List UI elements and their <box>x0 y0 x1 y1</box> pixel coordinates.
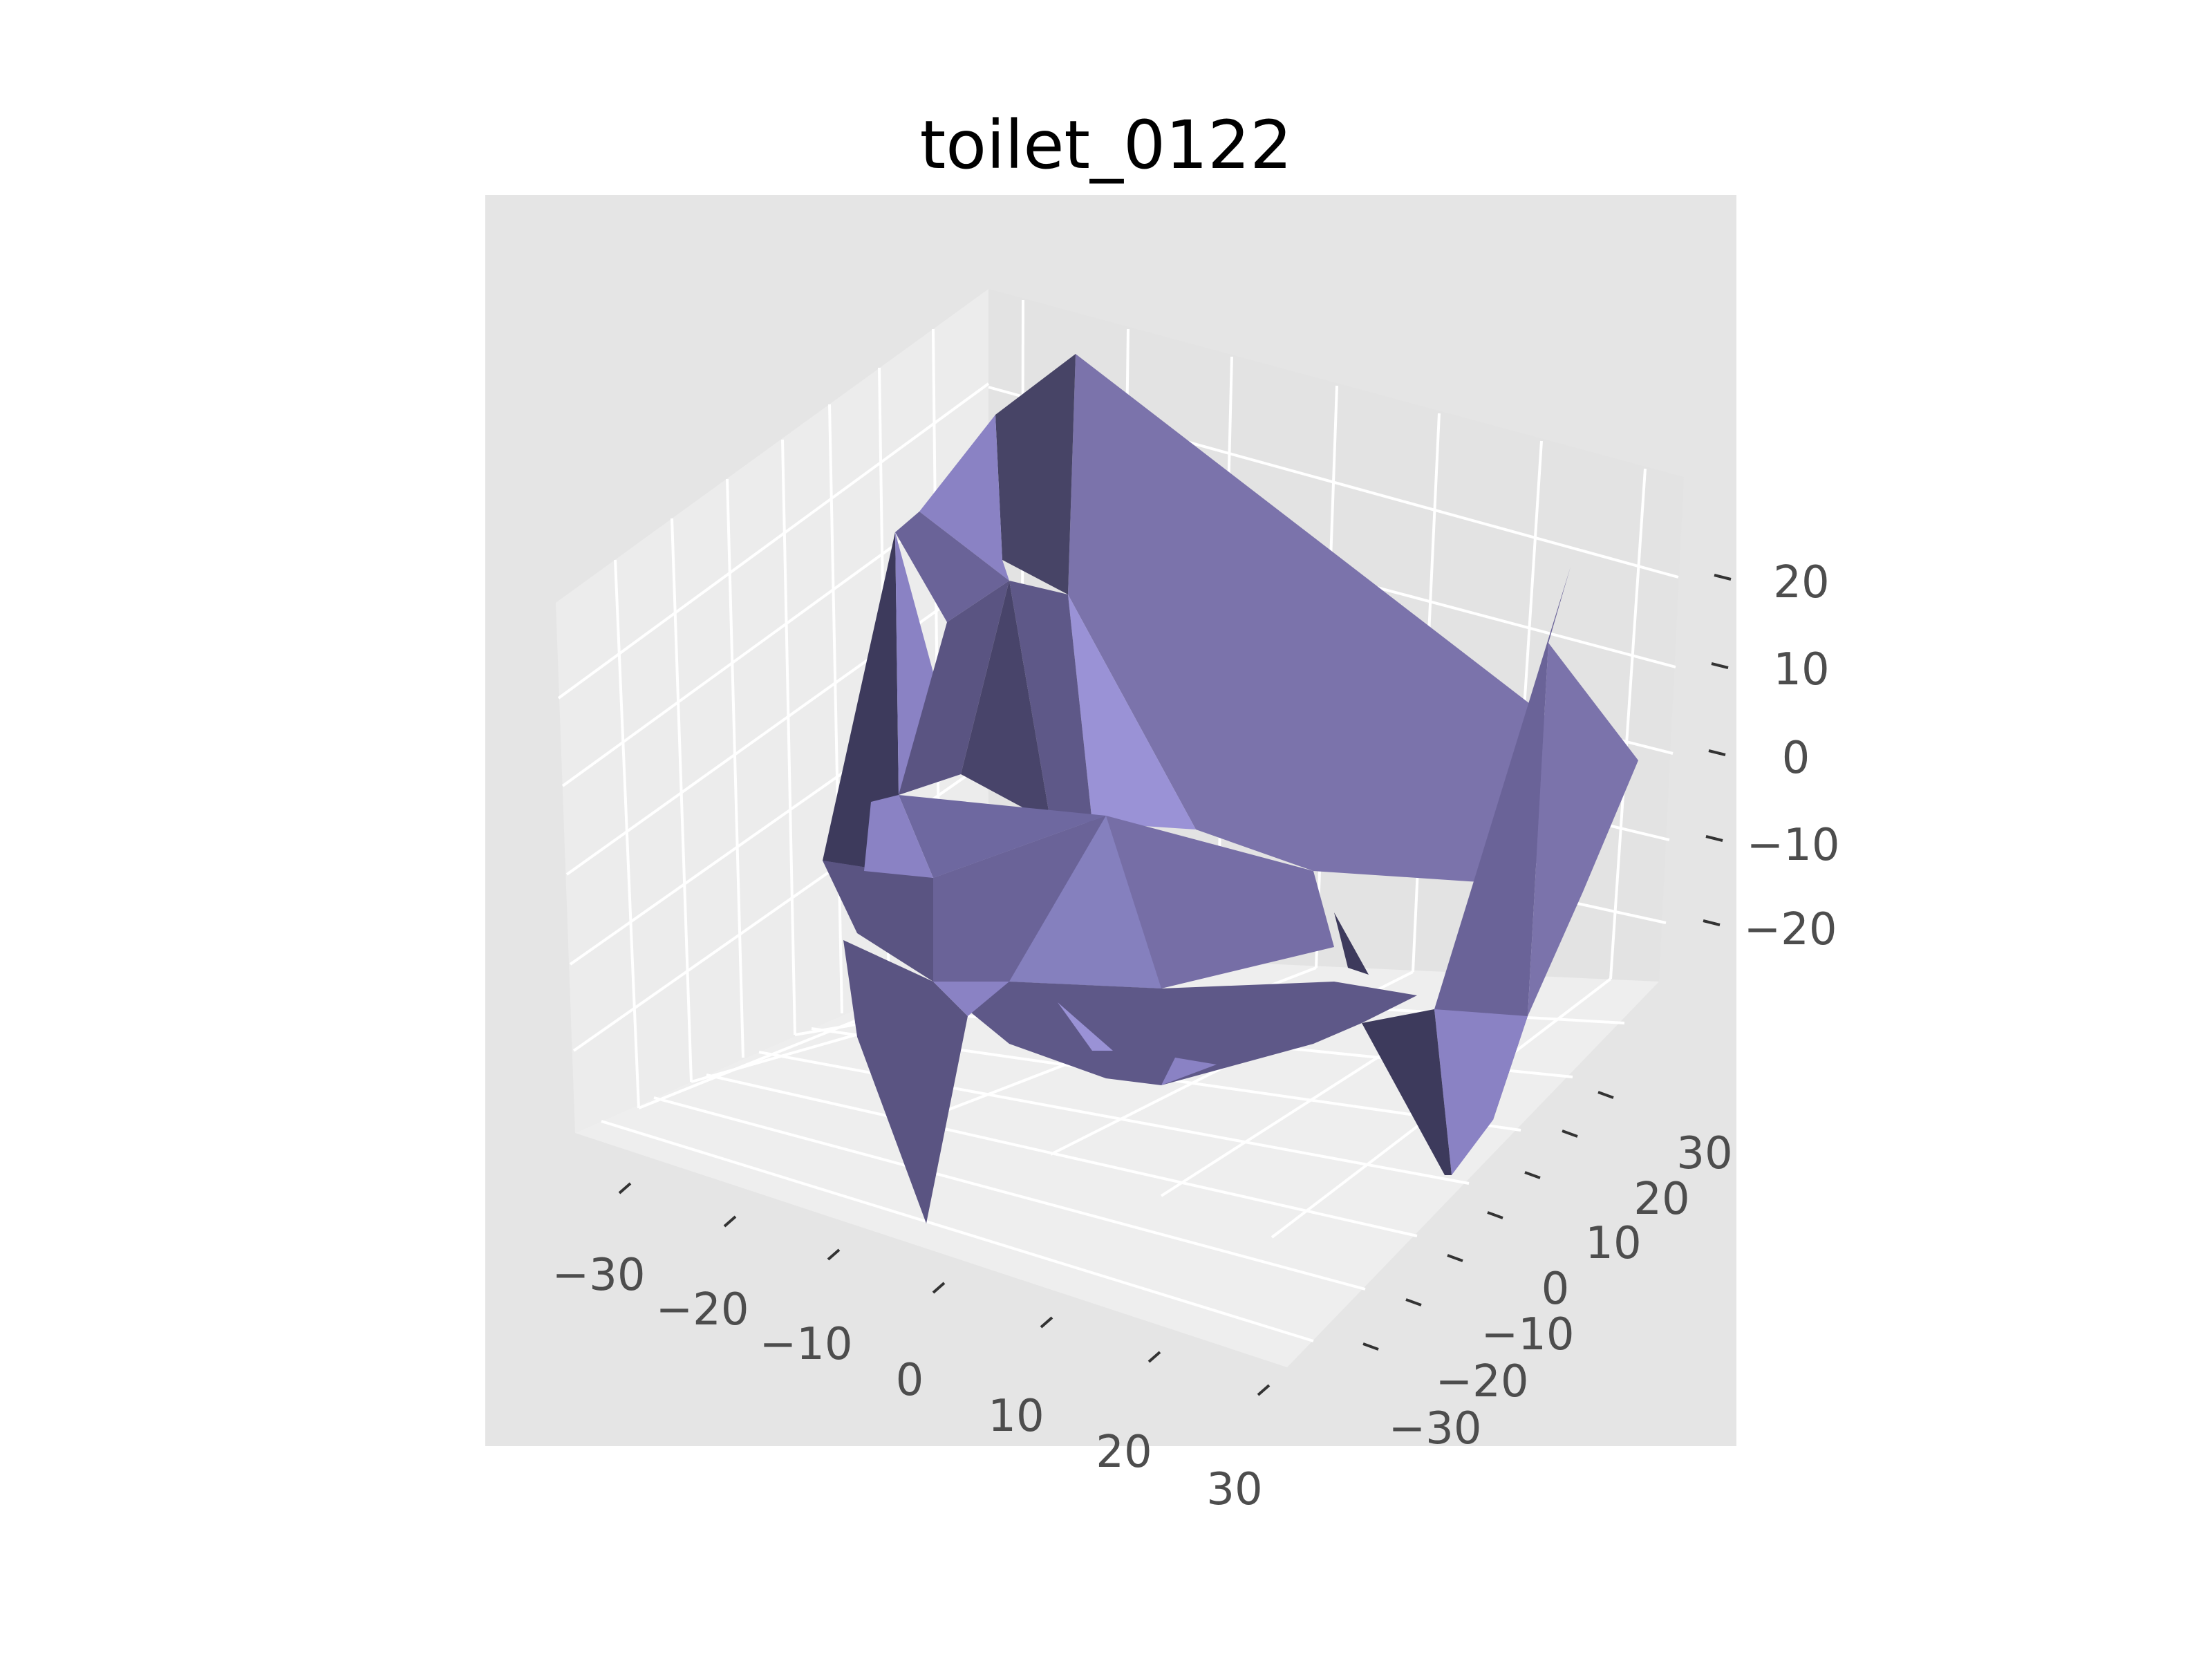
x-tick-label: 10 <box>988 1391 1044 1442</box>
y-tick-label: −20 <box>1435 1356 1528 1407</box>
surface-face <box>1434 1009 1528 1175</box>
surface-face <box>823 532 899 874</box>
y-tick-mark <box>1524 1171 1541 1179</box>
x-tick-label: 30 <box>1206 1464 1262 1515</box>
z-tick-mark <box>1714 574 1732 581</box>
x-tick-label: 20 <box>1096 1427 1152 1478</box>
y-axis: −30 −20 −10 0 10 20 30 <box>1362 1091 1733 1454</box>
y-tick-label: 30 <box>1676 1128 1732 1179</box>
y-tick-mark <box>1405 1298 1422 1306</box>
z-tick-mark <box>1708 749 1726 756</box>
surface-face <box>1362 1009 1452 1175</box>
x-tick-mark <box>1040 1316 1053 1329</box>
z-tick-label: 0 <box>1782 733 1810 784</box>
surface-mesh <box>823 354 1638 1224</box>
y-tick-label: −30 <box>1388 1403 1481 1454</box>
surface-face <box>933 982 1009 1016</box>
z-tick-label: 10 <box>1773 644 1829 695</box>
z-tick-mark <box>1705 835 1723 842</box>
surface-face <box>899 581 1009 795</box>
x-axis: −30 −20 −10 0 10 20 30 <box>552 1182 1271 1515</box>
z-tick-label: −10 <box>1746 820 1839 871</box>
surface-face <box>1058 1002 1113 1051</box>
x-tick-label: −20 <box>655 1284 749 1335</box>
surface-face <box>864 795 933 878</box>
y-tick-mark <box>1487 1211 1503 1219</box>
x-tick-label: −30 <box>552 1250 645 1301</box>
surface-face <box>843 940 968 1224</box>
surface-face <box>1009 816 1161 988</box>
x-tick-label: 0 <box>896 1355 924 1406</box>
x-tick-mark <box>723 1215 737 1228</box>
surface-face <box>1068 594 1196 830</box>
surface-face <box>919 415 1009 581</box>
surface-face <box>1434 567 1571 1120</box>
y-tick-label: 0 <box>1541 1264 1570 1315</box>
y-tick-label: −10 <box>1481 1309 1574 1360</box>
y-tick-mark <box>1597 1091 1614 1099</box>
y-tick-mark <box>1447 1254 1463 1262</box>
x-tick-mark <box>618 1182 632 1194</box>
z-tick-label: −20 <box>1743 904 1837 955</box>
z-tick-mark <box>1711 662 1729 669</box>
chart-title: toilet_0122 <box>920 106 1293 184</box>
surface-face <box>1161 1058 1217 1085</box>
x-tick-mark <box>1257 1384 1271 1396</box>
z-tick-label: 20 <box>1773 557 1829 608</box>
z-tick-mark <box>1703 919 1721 926</box>
surface-face <box>1068 354 1608 885</box>
x-tick-mark <box>827 1248 841 1261</box>
x-tick-mark <box>1147 1351 1161 1363</box>
surface-face <box>1334 912 1369 975</box>
x-tick-label: −10 <box>759 1319 852 1370</box>
surface-face <box>933 816 1106 982</box>
y-tick-label: 20 <box>1633 1174 1689 1225</box>
surface-face <box>1528 643 1638 1016</box>
surface-face <box>961 581 1051 823</box>
surface-face <box>1009 581 1092 823</box>
surface-face <box>823 861 933 982</box>
z-axis: 20 10 0 −10 −20 <box>1703 557 1840 955</box>
surface-face <box>899 795 1106 878</box>
surface-face <box>995 354 1076 594</box>
y-tick-mark <box>1362 1342 1379 1351</box>
surface-face <box>895 512 1009 622</box>
y-tick-label: 10 <box>1585 1218 1641 1269</box>
y-tick-mark <box>1562 1130 1578 1138</box>
x-tick-mark <box>932 1282 946 1294</box>
surface-face <box>933 982 1417 1085</box>
